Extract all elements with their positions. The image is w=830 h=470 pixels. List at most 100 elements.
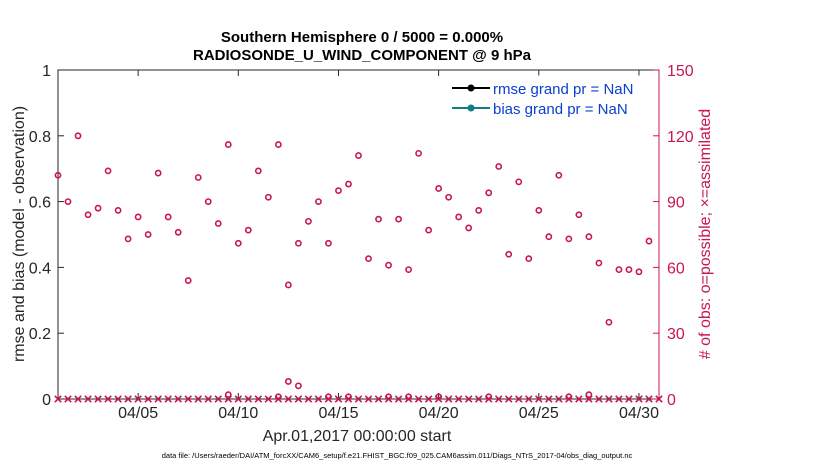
chart-subtitle: RADIOSONDE_U_WIND_COMPONENT @ 9 hPa [193,47,532,64]
obs-assimilated-point [394,395,403,403]
obs-possible-point [84,211,92,219]
obs-assimilated-point [124,395,132,403]
obs-assimilated-point [374,395,383,403]
obs-assimilated-point [565,395,573,403]
obs-assimilated-point [354,395,363,403]
obs-assimilated-point [304,395,313,403]
obs-assimilated-point [645,395,653,403]
obs-assimilated-point [224,395,233,403]
obs-possible-point [515,178,523,186]
legend-box [445,75,655,121]
obs-assimilated-point [484,395,493,403]
obs-possible-point [174,228,182,236]
obs-possible-point [465,224,473,232]
obs-assimilated-point [585,395,593,403]
x-tick-label: 04/20 [419,405,459,422]
obs-possible-point [234,239,242,247]
obs-assimilated-point [244,395,253,403]
obs-possible-point [214,220,222,227]
obs-assimilated-point [464,395,473,403]
obs-possible-point [104,167,112,175]
obs-possible-point [345,180,352,188]
obs-possible-point [385,261,392,269]
obs-possible-point [335,187,342,195]
obs-possible-point [294,382,302,390]
obs-assimilated-point [364,395,373,403]
legend: rmse grand pr = NaN bias grand pr = NaN [445,75,655,121]
left-y-tick-label: 0.4 [29,260,51,277]
obs-possible-point [565,235,573,243]
obs-possible-point [114,206,122,214]
obs-assimilated-point [615,395,623,403]
x-tick-label: 04/15 [318,405,358,422]
legend-rmse-marker [467,84,475,92]
obs-possible-point [274,141,282,148]
obs-assimilated-point [384,395,393,403]
obs-possible-point [244,226,252,234]
chart-title: Southern Hemisphere 0 / 5000 = 0.000% [221,29,503,46]
obs-possible-point [425,226,433,234]
obs-assimilated-point [94,395,102,403]
legend-rmse-label: rmse grand pr = NaN [493,81,633,98]
left-y-axis-ticks: 0 0.2 0.4 0.6 0.8 1 [29,63,64,409]
left-y-tick-label: 0 [42,392,51,409]
obs-assimilated-point [84,395,92,403]
obs-assimilated-point [314,395,323,403]
obs-assimilated-point [414,395,423,403]
obs-possible-point [325,239,332,247]
obs-assimilated-point [154,395,162,403]
obs-assimilated-point [254,395,263,403]
left-y-axis-label: rmse and bias (model - observation) [11,106,28,362]
obs-assimilated-point [404,395,413,403]
obs-assimilated-point [164,395,172,403]
obs-possible-point [605,318,613,326]
right-y-tick-label: 60 [667,260,685,277]
obs-possible-point [54,171,62,179]
right-y-tick-label: 150 [667,63,694,80]
obs-assimilated-point [424,395,433,403]
legend-bias-marker [467,104,475,112]
obs-assimilated-point [515,395,523,403]
obs-possible-point [495,163,503,170]
obs-assimilated-point [54,395,62,403]
right-y-axis-ticks: 0 30 60 90 120 150 [653,63,694,409]
obs-assimilated-point [545,395,553,403]
obs-possible-point [625,266,633,273]
obs-possible-point [365,255,372,263]
obs-possible-point [595,259,603,267]
obs-assimilated-point [144,395,152,403]
obs-possible-point [395,215,402,223]
x-tick-label: 04/05 [118,405,158,422]
obs-assimilated-point [635,395,643,403]
obs-possible-point [555,171,563,179]
obs-possible-point [124,235,132,243]
obs-possible-point [194,174,202,181]
obs-possible-point [405,266,412,273]
obs-assimilated-point [74,395,82,403]
obs-possible-point [64,198,72,205]
obs-assimilated-point [284,395,293,403]
obs-possible-point [284,281,292,289]
obs-possible-point [635,268,643,276]
right-y-tick-label: 30 [667,326,685,343]
right-y-tick-label: 120 [667,129,694,146]
obs-possible-point [585,391,593,399]
left-y-tick-label: 1 [42,63,51,80]
obs-possible-point [284,378,292,385]
obs-possible-point [315,198,322,205]
obs-assimilated-point [64,395,72,403]
obs-possible-point [164,213,172,221]
obs-possible-point [575,211,583,219]
obs-assimilated-point [625,395,633,403]
obs-assimilated-point [655,395,663,403]
obs-assimilated-point [104,395,112,403]
obs-possible-point [224,141,232,148]
obs-assimilated-point [555,395,563,403]
obs-assimilated-point [525,395,533,403]
obs-assimilated-point [575,395,583,403]
obs-assimilated-point [184,395,192,403]
obs-assimilated-point [204,395,213,403]
obs-possible-point [254,167,262,175]
obs-assimilated-point [294,395,303,403]
